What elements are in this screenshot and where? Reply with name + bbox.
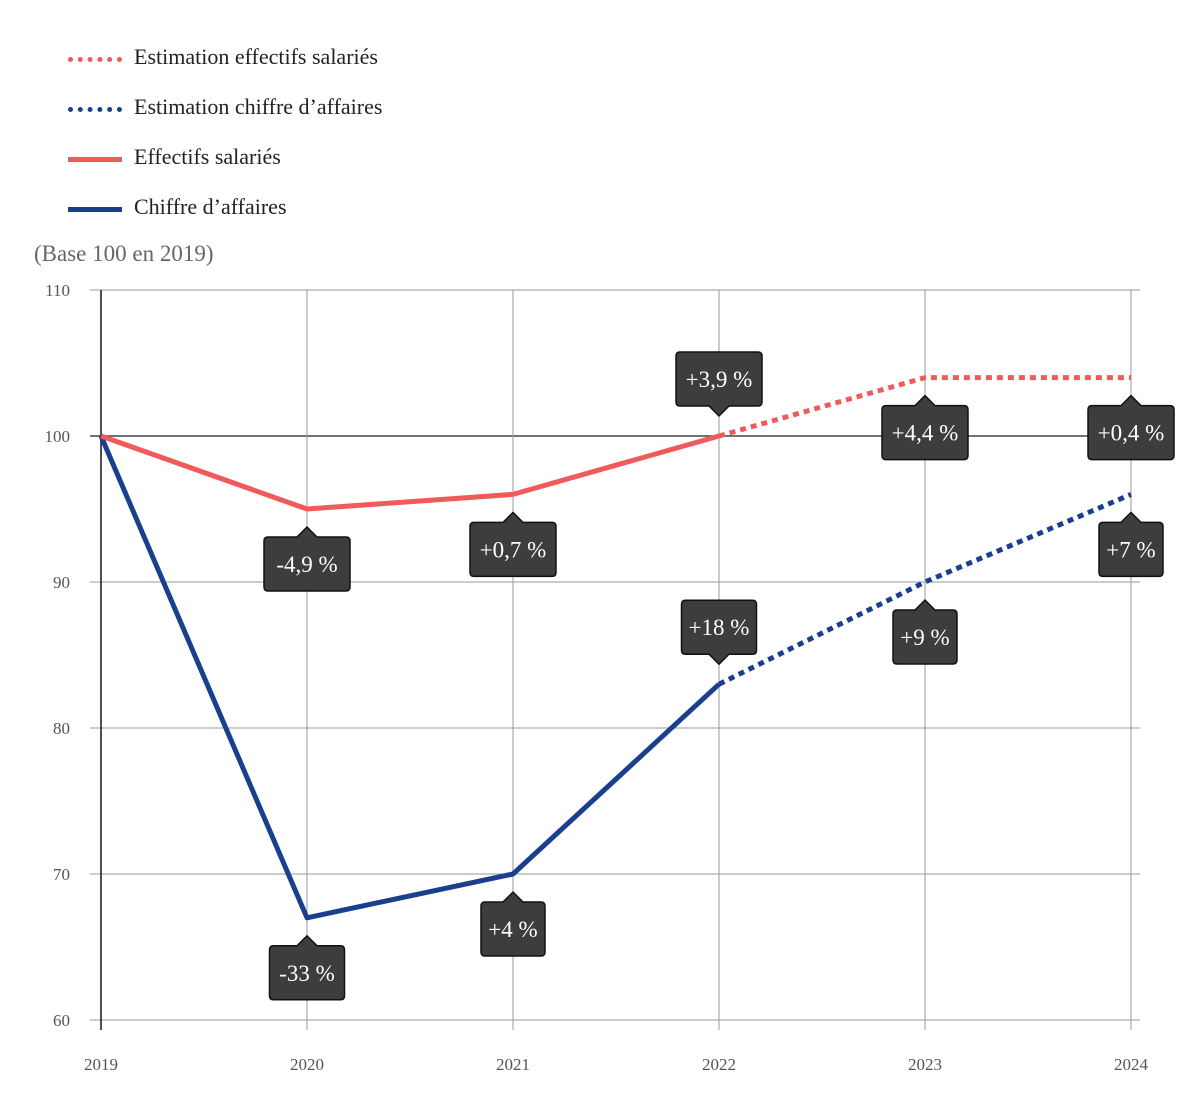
callout-label: -33 %: [279, 961, 335, 986]
x-tick-label: 2022: [702, 1055, 736, 1074]
callout-label: +7 %: [1106, 537, 1155, 562]
callout-box: [675, 351, 763, 418]
data-label-callout: -4,9 %: [263, 525, 351, 592]
series-line-ca: [98, 435, 721, 921]
legend-swatch-effectifs-estimation: [68, 57, 122, 62]
legend-swatch-ca-estimation: [68, 107, 122, 112]
callout-label: +4 %: [488, 917, 537, 942]
legend-label-effectifs: Effectifs salariés: [134, 144, 281, 169]
x-tick-label: 2021: [496, 1055, 530, 1074]
y-tick-label: 110: [45, 281, 70, 300]
callout-box: [480, 890, 546, 957]
y-tick-label: 90: [53, 573, 70, 592]
y-tick-label: 100: [45, 427, 71, 446]
data-label-callout: +3,9 %: [675, 351, 763, 418]
data-label-callout: +0,4 %: [1087, 394, 1175, 461]
y-axis-unit-label: (Base 100 en 2019): [34, 241, 214, 266]
callout-label: +9 %: [900, 625, 949, 650]
callout-label: +0,4 %: [1098, 421, 1165, 446]
callout-label: +4,4 %: [892, 421, 959, 446]
callout-box: [469, 511, 557, 578]
legend-label-ca: Chiffre d’affaires: [134, 194, 287, 219]
data-label-callout: +0,7 %: [469, 511, 557, 578]
data-label-callout: -33 %: [268, 934, 346, 1001]
data-label-callout: +7 %: [1098, 511, 1164, 578]
x-tick-label: 2019: [84, 1055, 118, 1074]
series-line-effectifs: [100, 433, 720, 512]
series-line-ca-estimation: [717, 492, 1132, 687]
callout-box: [892, 598, 958, 665]
callout-box: [1098, 511, 1164, 578]
callout-box: [881, 394, 969, 461]
legend-swatch-effectifs: [68, 157, 122, 162]
callout-box: [680, 599, 758, 666]
y-tick-label: 70: [53, 865, 70, 884]
callout-label: +0,7 %: [480, 537, 547, 562]
data-label-callout: +4,4 %: [881, 394, 969, 461]
legend-label-ca-estimation: Estimation chiffre d’affaires: [134, 94, 383, 119]
x-tick-label: 2024: [1114, 1055, 1149, 1074]
y-tick-label: 80: [53, 719, 70, 738]
y-tick-label: 60: [53, 1011, 70, 1030]
callout-label: +18 %: [689, 615, 750, 640]
legend-swatch-ca: [68, 207, 122, 212]
gridlines: [90, 289, 1140, 1030]
callout-box: [263, 525, 351, 592]
x-tick-label: 2023: [908, 1055, 942, 1074]
callout-label: -4,9 %: [276, 552, 337, 577]
data-label-callout: +18 %: [680, 599, 758, 666]
legend-label-effectifs-estimation: Estimation effectifs salariés: [134, 44, 378, 69]
callout-box: [268, 934, 346, 1001]
callout-box: [1087, 394, 1175, 461]
data-label-callout: +4 %: [480, 890, 546, 957]
x-tick-label: 2020: [290, 1055, 324, 1074]
callout-label: +3,9 %: [686, 367, 753, 392]
data-label-callout: +9 %: [892, 598, 958, 665]
